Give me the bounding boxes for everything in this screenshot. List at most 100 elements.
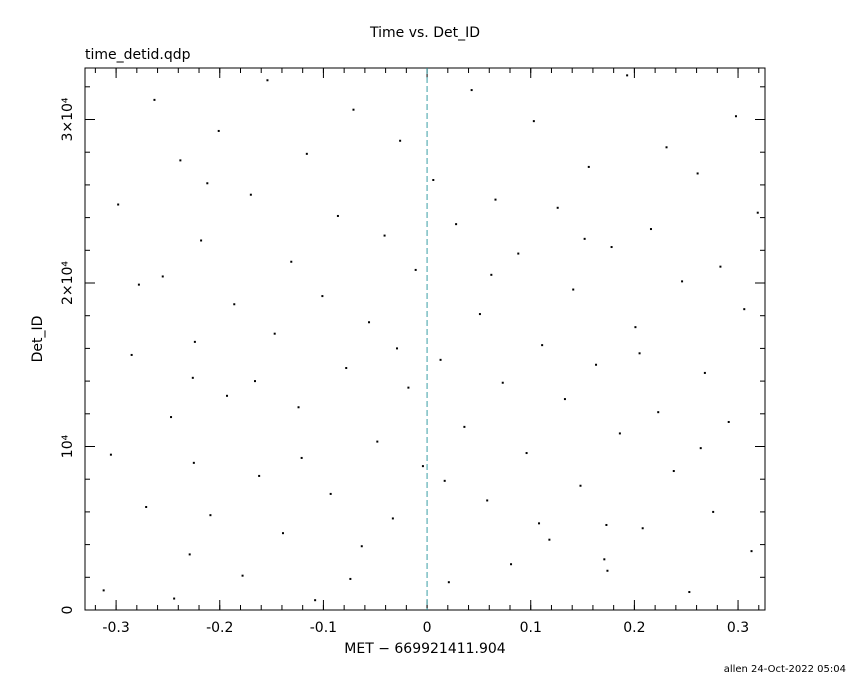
point bbox=[455, 223, 458, 226]
point bbox=[396, 347, 399, 350]
point bbox=[206, 182, 209, 185]
point bbox=[696, 172, 699, 175]
x-tick-label: 0.2 bbox=[623, 620, 645, 636]
point bbox=[572, 288, 575, 291]
point bbox=[188, 553, 191, 556]
point bbox=[145, 505, 148, 508]
point bbox=[672, 470, 675, 473]
point bbox=[192, 461, 195, 464]
point bbox=[583, 237, 586, 240]
point bbox=[368, 321, 371, 324]
point bbox=[548, 538, 551, 541]
x-tick-label: -0.2 bbox=[206, 620, 233, 636]
point bbox=[300, 456, 303, 459]
point bbox=[556, 206, 559, 209]
point bbox=[391, 517, 394, 520]
point bbox=[179, 159, 182, 162]
point bbox=[541, 344, 544, 347]
point bbox=[463, 425, 466, 428]
x-axis-label: MET − 669921411.904 bbox=[344, 641, 506, 657]
point bbox=[681, 280, 684, 283]
point bbox=[538, 522, 541, 525]
point bbox=[641, 527, 644, 530]
point bbox=[501, 381, 504, 384]
y-axis-label: Det_ID bbox=[30, 316, 46, 363]
y-tick-label: 0 bbox=[60, 606, 76, 615]
point bbox=[734, 115, 737, 118]
point bbox=[352, 108, 355, 111]
point bbox=[407, 386, 410, 389]
point bbox=[490, 273, 493, 276]
point bbox=[209, 514, 212, 517]
point bbox=[321, 295, 324, 298]
point bbox=[750, 550, 753, 553]
point bbox=[281, 532, 284, 535]
point bbox=[532, 120, 535, 123]
point bbox=[161, 275, 164, 278]
point bbox=[657, 411, 660, 414]
x-tick-label: 0.1 bbox=[520, 620, 542, 636]
point bbox=[439, 358, 442, 361]
point bbox=[130, 353, 133, 356]
point bbox=[626, 74, 629, 77]
point bbox=[699, 447, 702, 450]
point bbox=[414, 268, 417, 271]
point bbox=[383, 234, 386, 237]
point bbox=[606, 569, 609, 572]
point bbox=[217, 129, 220, 132]
point bbox=[486, 499, 489, 502]
x-tick-label: 0 bbox=[423, 620, 432, 636]
point bbox=[743, 308, 746, 311]
point bbox=[226, 394, 229, 397]
point bbox=[345, 367, 348, 370]
y-tick-label: 2×10⁴ bbox=[60, 261, 76, 305]
point bbox=[241, 574, 244, 577]
point bbox=[173, 597, 176, 600]
point bbox=[336, 214, 339, 217]
point bbox=[191, 376, 194, 379]
point bbox=[273, 332, 276, 335]
point bbox=[254, 380, 256, 383]
point bbox=[756, 211, 759, 214]
point bbox=[360, 545, 363, 548]
point bbox=[109, 453, 112, 456]
point bbox=[618, 432, 621, 435]
chart-subtitle: time_detid.qdp bbox=[85, 47, 191, 63]
point bbox=[297, 406, 300, 409]
point bbox=[470, 89, 473, 92]
point bbox=[494, 198, 497, 201]
point bbox=[421, 465, 424, 468]
point bbox=[727, 420, 730, 423]
point bbox=[200, 239, 203, 242]
point bbox=[102, 589, 105, 592]
point bbox=[634, 326, 637, 329]
point bbox=[638, 352, 641, 355]
point bbox=[525, 452, 528, 455]
point bbox=[610, 246, 613, 249]
point bbox=[258, 474, 261, 477]
x-tick-label: 0.3 bbox=[727, 620, 749, 636]
point bbox=[153, 98, 156, 101]
point bbox=[712, 510, 715, 513]
point bbox=[314, 599, 317, 602]
plot-frame bbox=[84, 67, 766, 611]
point bbox=[432, 178, 435, 181]
point bbox=[170, 416, 173, 419]
x-tick-label: -0.3 bbox=[102, 620, 129, 636]
point bbox=[603, 558, 606, 561]
y-tick-label: 3×10⁴ bbox=[60, 97, 76, 141]
point bbox=[290, 260, 293, 263]
point bbox=[233, 303, 236, 306]
point bbox=[193, 340, 196, 343]
point bbox=[579, 484, 582, 487]
point bbox=[517, 252, 520, 255]
point bbox=[478, 313, 481, 316]
x-tick-label: -0.1 bbox=[310, 620, 337, 636]
point bbox=[563, 398, 566, 401]
point bbox=[688, 591, 691, 594]
point bbox=[117, 203, 120, 206]
footer: allen 24-Oct-2022 05:04 bbox=[724, 664, 846, 675]
point bbox=[137, 283, 140, 286]
